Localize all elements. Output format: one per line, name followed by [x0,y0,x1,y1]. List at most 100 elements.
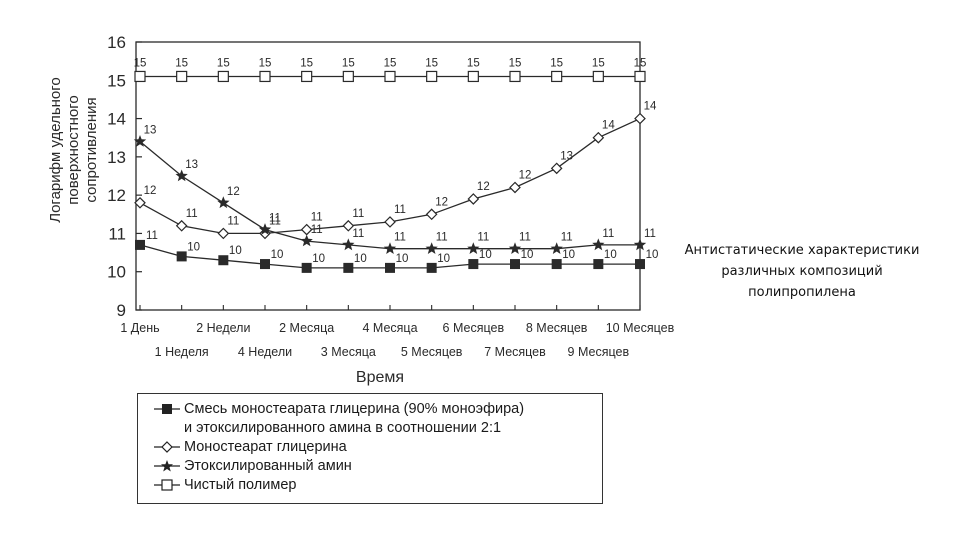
data-label: 12 [435,196,448,208]
data-point-diamond [134,196,146,209]
data-point-diamond [509,181,521,194]
data-label: 11 [644,228,656,240]
data-label: 13 [185,159,198,171]
data-point-star [342,238,355,251]
data-point-diamond [300,223,313,236]
y-tick-label: 14 [107,110,126,129]
data-point-diamond [175,219,188,232]
line-chart: 9 10 11 12 13 14 15 16 Логарифм удельного поверхн… [47,33,675,386]
data-label: 12 [477,181,490,193]
data-point-star [383,242,397,254]
data-point-diamond [592,131,605,144]
data-point-square-open [426,70,438,83]
data-label: 10 [271,249,284,261]
legend-label-glycerol-monostearate: Моностеарат глицерина [184,439,347,455]
y-tick-label: 11 [108,224,126,243]
caption-line-3: полипропилена [748,285,856,300]
data-label: 10 [479,249,492,261]
data-label: 11 [352,208,364,220]
data-point-square-filled [593,259,604,270]
data-point-diamond [550,162,563,175]
data-label: 14 [602,120,615,132]
x-tick-label: 4 Недели [238,345,292,359]
data-point-star [592,238,605,251]
data-label: 15 [467,57,480,69]
y-tick-label: 15 [107,71,126,90]
data-label: 11 [311,224,323,236]
data-label: 13 [560,150,573,162]
data-label: 11 [561,232,573,244]
data-label: 11 [269,215,281,227]
data-label: 11 [519,232,531,244]
data-point-square-open [467,70,479,83]
data-label: 10 [562,249,575,261]
data-label: 15 [175,57,188,69]
data-label: 11 [394,232,406,244]
data-label: 15 [425,57,438,69]
open-square-marker-icon [154,479,180,491]
data-point-diamond [634,112,646,125]
legend-label-ethoxylated-amine: Этоксилированный амин [184,458,352,474]
data-label: 15 [342,57,355,69]
data-label: 12 [227,186,240,198]
x-tick-label: 7 Месяцев [484,345,546,359]
x-tick-label: 6 Месяцев [443,321,505,335]
data-point-star [550,242,563,254]
y-tick-label: 10 [107,263,126,282]
data-label: 11 [477,232,489,244]
data-label: 15 [134,57,147,69]
data-point-square-open [592,70,604,83]
x-tick-label: 1 Неделя [155,345,209,359]
x-tick-label: 2 Недели [196,321,250,335]
data-point-square-filled [635,259,645,270]
data-label: 15 [300,57,313,69]
data-label: 11 [146,230,158,242]
x-tick-label: 1 День [120,321,159,335]
data-point-square-open [509,70,521,83]
data-label: 11 [436,232,448,244]
x-tick-label: 3 Месяца [321,345,376,359]
data-point-star [258,223,272,235]
data-label: 15 [509,57,522,69]
data-point-square-open [551,70,563,83]
data-point-star [175,169,188,182]
y-axis-label-line: поверхностного [65,95,82,204]
data-point-square-open [301,70,313,83]
x-tick-label: 10 Месяцев [606,321,675,335]
data-point-star [425,242,438,254]
y-tick-label: 9 [117,301,126,320]
data-point-square-open [134,70,146,83]
x-tick-label: 2 Месяца [279,321,334,335]
caption-line-1: Антистатические характеристики [684,243,920,258]
y-tick-label: 16 [107,33,126,52]
data-label: 10 [437,253,450,265]
data-label: 15 [550,57,563,69]
y-axis-label-line: Логарифм удельного [47,77,64,223]
x-tick-label: 8 Месяцев [526,321,588,335]
data-label: 11 [352,228,364,240]
data-point-star [217,196,230,209]
x-tick-label: 4 Месяца [362,321,417,335]
data-point-star [508,242,522,254]
data-label: 10 [646,249,659,261]
x-tick-label: 9 Месяцев [568,345,630,359]
caption-line-2: различных композиций [721,264,883,279]
scanned-figure: 9 10 11 12 13 14 15 16 Логарифм удельного поверхн… [47,33,675,504]
data-label: 10 [604,249,617,261]
star-marker-icon [154,460,180,472]
data-label: 11 [394,204,406,216]
data-label: 15 [384,57,397,69]
data-label: 10 [521,249,534,261]
data-point-diamond [425,208,438,221]
plot-frame [135,41,641,311]
data-point-square-filled [301,262,312,273]
data-point-square-open [259,70,271,83]
data-label: 15 [592,57,605,69]
y-tick-label: 13 [107,148,126,167]
legend-label-pure-polymer: Чистый полимер [184,477,297,493]
data-label: 10 [229,245,242,257]
data-point-diamond [467,193,480,205]
data-label: 12 [144,185,157,197]
data-label: 11 [186,208,198,220]
data-point-square-filled [426,262,437,273]
